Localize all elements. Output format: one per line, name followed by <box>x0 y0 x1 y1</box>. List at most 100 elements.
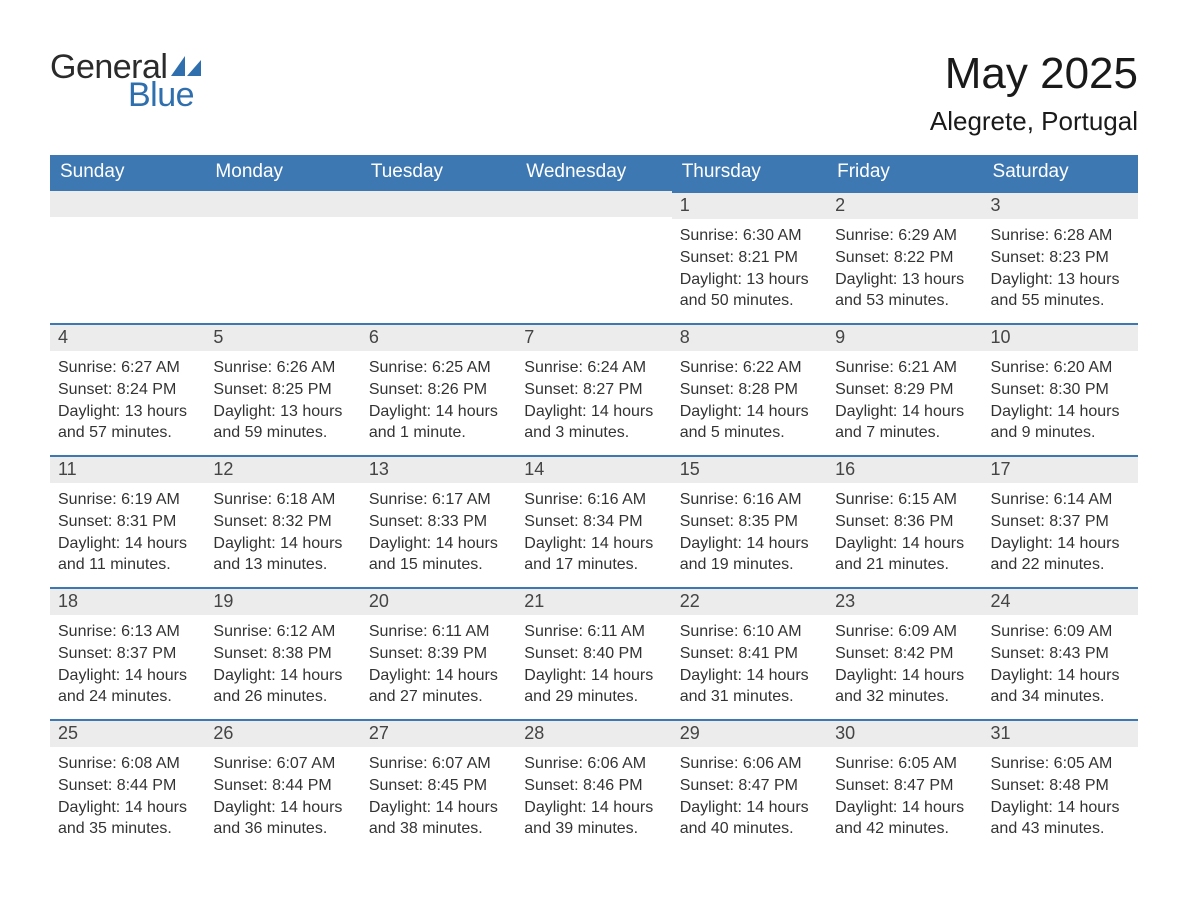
calendar-day-cell: 2Sunrise: 6:29 AMSunset: 8:22 PMDaylight… <box>827 191 982 323</box>
sunset-value: 8:39 PM <box>428 645 488 662</box>
sunset-label: Sunset: <box>680 777 739 794</box>
sunrise-label: Sunrise: <box>680 491 743 508</box>
sunrise-line: Sunrise: 6:07 AM <box>369 753 508 775</box>
day-details: Sunrise: 6:09 AMSunset: 8:42 PMDaylight:… <box>827 615 982 711</box>
day-details: Sunrise: 6:07 AMSunset: 8:44 PMDaylight:… <box>205 747 360 843</box>
sunset-value: 8:37 PM <box>1049 513 1109 530</box>
daylight-label: Daylight: <box>680 667 747 684</box>
daylight-line: Daylight: 14 hours and 34 minutes. <box>991 665 1130 708</box>
sunset-line: Sunset: 8:36 PM <box>835 511 974 533</box>
daylight-line: Daylight: 14 hours and 31 minutes. <box>680 665 819 708</box>
sunrise-label: Sunrise: <box>369 491 432 508</box>
sunrise-label: Sunrise: <box>524 491 587 508</box>
weekday-header: Wednesday <box>516 155 671 191</box>
calendar-day-cell: 16Sunrise: 6:15 AMSunset: 8:36 PMDayligh… <box>827 455 982 587</box>
sunrise-label: Sunrise: <box>58 623 121 640</box>
sunrise-value: 6:18 AM <box>277 491 336 508</box>
sunrise-value: 6:16 AM <box>743 491 802 508</box>
sunset-value: 8:33 PM <box>428 513 488 530</box>
calendar-day-cell: 1Sunrise: 6:30 AMSunset: 8:21 PMDaylight… <box>672 191 827 323</box>
day-details: Sunrise: 6:14 AMSunset: 8:37 PMDaylight:… <box>983 483 1138 579</box>
daylight-line: Daylight: 14 hours and 11 minutes. <box>58 533 197 576</box>
sunrise-value: 6:17 AM <box>432 491 491 508</box>
sunrise-label: Sunrise: <box>369 623 432 640</box>
sunset-line: Sunset: 8:43 PM <box>991 643 1130 665</box>
sunset-value: 8:44 PM <box>117 777 177 794</box>
calendar-day-cell: 14Sunrise: 6:16 AMSunset: 8:34 PMDayligh… <box>516 455 671 587</box>
sunrise-line: Sunrise: 6:12 AM <box>213 621 352 643</box>
daylight-line: Daylight: 14 hours and 43 minutes. <box>991 797 1130 840</box>
daylight-label: Daylight: <box>213 403 280 420</box>
sunset-line: Sunset: 8:37 PM <box>991 511 1130 533</box>
sunrise-value: 6:27 AM <box>121 359 180 376</box>
sunset-line: Sunset: 8:33 PM <box>369 511 508 533</box>
day-details: Sunrise: 6:26 AMSunset: 8:25 PMDaylight:… <box>205 351 360 447</box>
day-number: 21 <box>516 587 671 615</box>
sunrise-label: Sunrise: <box>991 359 1054 376</box>
daylight-label: Daylight: <box>524 799 591 816</box>
sunrise-line: Sunrise: 6:19 AM <box>58 489 197 511</box>
sunrise-value: 6:09 AM <box>898 623 957 640</box>
calendar-day-cell: 12Sunrise: 6:18 AMSunset: 8:32 PMDayligh… <box>205 455 360 587</box>
daylight-line: Daylight: 14 hours and 13 minutes. <box>213 533 352 576</box>
sunrise-label: Sunrise: <box>835 227 898 244</box>
sunrise-value: 6:19 AM <box>121 491 180 508</box>
sunset-value: 8:42 PM <box>894 645 954 662</box>
daylight-line: Daylight: 14 hours and 9 minutes. <box>991 401 1130 444</box>
sunset-value: 8:21 PM <box>738 249 798 266</box>
sunrise-line: Sunrise: 6:16 AM <box>680 489 819 511</box>
sunset-label: Sunset: <box>369 381 428 398</box>
calendar-day-cell: 13Sunrise: 6:17 AMSunset: 8:33 PMDayligh… <box>361 455 516 587</box>
sunrise-value: 6:10 AM <box>743 623 802 640</box>
day-number: 11 <box>50 455 205 483</box>
day-details: Sunrise: 6:06 AMSunset: 8:46 PMDaylight:… <box>516 747 671 843</box>
calendar-day-cell: 24Sunrise: 6:09 AMSunset: 8:43 PMDayligh… <box>983 587 1138 719</box>
weekday-header: Monday <box>205 155 360 191</box>
day-details: Sunrise: 6:05 AMSunset: 8:47 PMDaylight:… <box>827 747 982 843</box>
daylight-label: Daylight: <box>213 535 280 552</box>
sunset-label: Sunset: <box>680 249 739 266</box>
calendar-day-cell: 11Sunrise: 6:19 AMSunset: 8:31 PMDayligh… <box>50 455 205 587</box>
sunset-label: Sunset: <box>835 513 894 530</box>
sunset-label: Sunset: <box>369 645 428 662</box>
day-details: Sunrise: 6:19 AMSunset: 8:31 PMDaylight:… <box>50 483 205 579</box>
sunset-label: Sunset: <box>524 645 583 662</box>
daylight-line: Daylight: 14 hours and 17 minutes. <box>524 533 663 576</box>
empty-day-bar <box>50 191 205 217</box>
sunset-value: 8:44 PM <box>272 777 332 794</box>
sunset-label: Sunset: <box>524 381 583 398</box>
calendar-day-cell: 23Sunrise: 6:09 AMSunset: 8:42 PMDayligh… <box>827 587 982 719</box>
sunrise-line: Sunrise: 6:27 AM <box>58 357 197 379</box>
sunset-value: 8:40 PM <box>583 645 643 662</box>
calendar-week-row: 1Sunrise: 6:30 AMSunset: 8:21 PMDaylight… <box>50 191 1138 323</box>
calendar-day-cell: 29Sunrise: 6:06 AMSunset: 8:47 PMDayligh… <box>672 719 827 851</box>
daylight-label: Daylight: <box>835 799 902 816</box>
sunrise-value: 6:29 AM <box>898 227 957 244</box>
empty-day-bar <box>361 191 516 217</box>
sunset-line: Sunset: 8:29 PM <box>835 379 974 401</box>
sunset-value: 8:43 PM <box>1049 645 1109 662</box>
brand-logo: General Blue <box>50 50 203 112</box>
calendar-day-cell: 5Sunrise: 6:26 AMSunset: 8:25 PMDaylight… <box>205 323 360 455</box>
day-details: Sunrise: 6:12 AMSunset: 8:38 PMDaylight:… <box>205 615 360 711</box>
sunset-line: Sunset: 8:37 PM <box>58 643 197 665</box>
sunrise-label: Sunrise: <box>835 755 898 772</box>
calendar-week-row: 11Sunrise: 6:19 AMSunset: 8:31 PMDayligh… <box>50 455 1138 587</box>
day-number: 15 <box>672 455 827 483</box>
sunrise-label: Sunrise: <box>369 755 432 772</box>
daylight-label: Daylight: <box>369 667 436 684</box>
weekday-header: Thursday <box>672 155 827 191</box>
sunrise-value: 6:12 AM <box>277 623 336 640</box>
daylight-line: Daylight: 13 hours and 57 minutes. <box>58 401 197 444</box>
sunset-line: Sunset: 8:41 PM <box>680 643 819 665</box>
empty-day-bar <box>205 191 360 217</box>
daylight-line: Daylight: 14 hours and 36 minutes. <box>213 797 352 840</box>
sunrise-value: 6:24 AM <box>587 359 646 376</box>
sunrise-value: 6:11 AM <box>587 623 645 640</box>
daylight-label: Daylight: <box>991 403 1058 420</box>
calendar-day-cell <box>50 191 205 323</box>
calendar-day-cell: 28Sunrise: 6:06 AMSunset: 8:46 PMDayligh… <box>516 719 671 851</box>
sunset-line: Sunset: 8:48 PM <box>991 775 1130 797</box>
calendar-day-cell: 3Sunrise: 6:28 AMSunset: 8:23 PMDaylight… <box>983 191 1138 323</box>
brand-word2: Blue <box>128 78 203 112</box>
